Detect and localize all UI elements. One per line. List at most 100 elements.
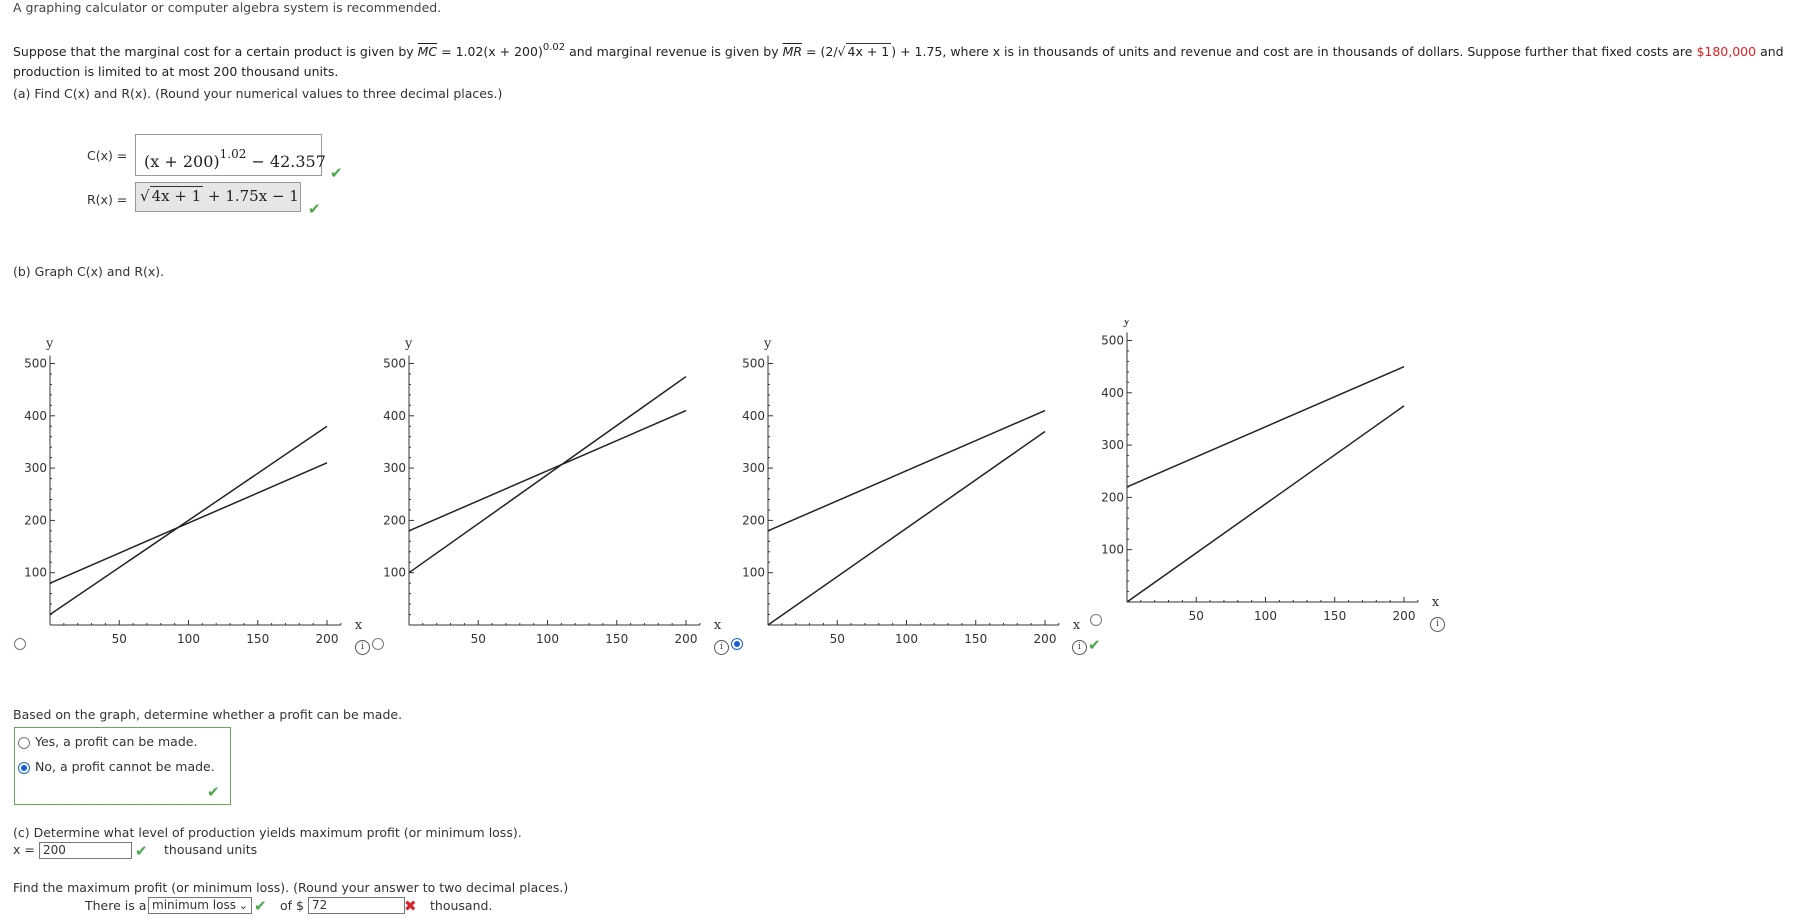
y-axis-label: y	[404, 337, 413, 352]
profit-no-label[interactable]: No, a profit cannot be made.	[35, 759, 215, 774]
y-tick-label: 200	[1101, 490, 1124, 504]
x-tick-label: 150	[605, 632, 628, 646]
graph-3-info-icon[interactable]: i	[1072, 640, 1087, 655]
x-unit: thousand units	[164, 842, 258, 857]
problem-text-2: and marginal revenue is given by	[565, 44, 779, 59]
y-tick-label: 500	[24, 357, 47, 371]
series-line-1	[408, 375, 687, 574]
x-tick-label: 150	[246, 632, 269, 646]
result-select[interactable]: minimum loss ⌄	[148, 897, 252, 914]
series-line-2	[767, 430, 1046, 626]
graph-1: 50 100 150 200 100 200 300 400 500 x y	[24, 337, 363, 647]
mr-expr-b: ) + 1.75, where x is in thousands of uni…	[891, 44, 1693, 59]
x-tick-label: 50	[1189, 609, 1204, 623]
y-tick-label: 400	[1101, 386, 1124, 400]
profit-options-box: Yes, a profit can be made. No, a profit …	[14, 727, 231, 805]
y-tick-label: 200	[383, 513, 406, 527]
series-line-1	[49, 425, 328, 616]
problem-statement: Suppose that the marginal cost for a cer…	[13, 42, 1784, 79]
chevron-down-icon: ⌄	[238, 899, 248, 912]
profit-check-icon: ✔	[207, 783, 220, 801]
x-tick-label: 200	[1393, 609, 1416, 623]
x-axis-label: x	[714, 618, 722, 633]
x-tick-label: 100	[536, 632, 559, 646]
x-check-icon: ✔	[135, 842, 148, 860]
there-is-label: There is a	[85, 898, 147, 913]
x-axis-label: x	[355, 618, 363, 633]
profit-yes-radio[interactable]	[18, 737, 30, 749]
series-line-1	[767, 409, 1046, 532]
y-tick-label: 300	[742, 461, 765, 475]
y-tick-label: 500	[1101, 334, 1124, 348]
mr-radicand: 4x + 1	[845, 43, 892, 59]
y-tick-label: 100	[383, 566, 406, 580]
y-tick-label: 500	[383, 357, 406, 371]
x-tick-label: 100	[895, 632, 918, 646]
y-tick-label: 400	[742, 409, 765, 423]
amount-unit: thousand.	[430, 898, 493, 913]
x-tick-label: 100	[177, 632, 200, 646]
amount-cross-icon: ✖	[404, 897, 417, 915]
mr-expr-a: = (2/	[802, 44, 838, 59]
mr-symbol: MR	[782, 44, 803, 59]
profit-yes-label[interactable]: Yes, a profit can be made.	[35, 734, 198, 749]
x-input[interactable]: 200	[39, 842, 132, 859]
part-c-label: (c) Determine what level of production y…	[13, 825, 522, 840]
x-tick-label: 200	[1034, 632, 1057, 646]
problem-text-3: and production is limited to at most 200…	[13, 44, 1784, 79]
mc-exponent: 0.02	[542, 42, 566, 53]
graph-2-radio[interactable]	[372, 638, 384, 650]
find-profit-label: Find the maximum profit (or minimum loss…	[13, 880, 569, 895]
x-tick-label: 150	[1323, 609, 1346, 623]
r-label: R(x) =	[87, 192, 128, 207]
c-label: C(x) =	[87, 148, 128, 163]
graph-1-info-icon[interactable]: i	[355, 640, 370, 655]
series-line-2	[408, 409, 687, 532]
x-tick-label: 200	[675, 632, 698, 646]
x-axis-label: x	[1073, 618, 1081, 633]
fixed-cost: $180,000	[1696, 44, 1757, 59]
series-line-2	[1126, 405, 1405, 603]
graph-3-radio[interactable]	[731, 638, 743, 650]
x-label: x =	[13, 842, 35, 857]
y-tick-label: 300	[383, 461, 406, 475]
part-a-label: (a) Find C(x) and R(x). (Round your nume…	[13, 86, 503, 101]
c-exponent: 1.02	[219, 147, 247, 161]
r-answer-box[interactable]: √ 4x + 1 + 1.75x − 1	[135, 182, 301, 212]
problem-text-1: Suppose that the marginal cost for a cer…	[13, 44, 414, 59]
x-tick-label: 50	[471, 632, 486, 646]
c-answer-box[interactable]: (x + 200)1.02 − 42.357	[135, 134, 326, 176]
profit-no-radio[interactable]	[18, 762, 30, 774]
mc-symbol: MC	[417, 44, 438, 59]
graph-3: 50 100 150 200 100 200 300 400 500 x y	[742, 337, 1081, 647]
x-tick-label: 150	[964, 632, 987, 646]
graph-2-info-icon[interactable]: i	[714, 640, 729, 655]
mc-expr: = 1.02(x + 200)	[437, 44, 543, 59]
y-tick-label: 200	[742, 513, 765, 527]
profit-question: Based on the graph, determine whether a …	[13, 707, 403, 722]
y-tick-label: 100	[1101, 543, 1124, 557]
of-label: of $	[280, 898, 304, 913]
r-radicand: 4x + 1	[149, 186, 204, 205]
graph-4: 50 100 150 200 100 200 300 400 500 x y	[1101, 320, 1440, 623]
y-tick-label: 400	[24, 409, 47, 423]
c-base: (x + 200)	[144, 152, 220, 171]
y-tick-label: 500	[742, 357, 765, 371]
graph-check-icon: ✔	[1088, 636, 1101, 654]
y-axis-label: y	[45, 337, 54, 352]
graph-4-info-icon[interactable]: i	[1430, 617, 1445, 632]
graph-4-radio[interactable]	[1090, 614, 1102, 626]
y-tick-label: 400	[383, 409, 406, 423]
r-tail: + 1.75x − 1	[203, 187, 299, 205]
part-b-label: (b) Graph C(x) and R(x).	[13, 264, 165, 279]
x-tick-label: 200	[316, 632, 339, 646]
graphs-area: 50 100 150 200 100 200 300 400 500 x y 50 100 150 200…	[24, 320, 1440, 647]
amount-input[interactable]: 72	[308, 897, 405, 914]
c-tail: − 42.357	[246, 152, 326, 171]
y-tick-label: 300	[1101, 438, 1124, 452]
x-tick-label: 50	[112, 632, 127, 646]
graph-1-radio[interactable]	[14, 638, 26, 650]
y-axis-label: y	[763, 337, 772, 352]
series-line-2	[49, 462, 328, 584]
series-line-1	[1126, 365, 1405, 488]
